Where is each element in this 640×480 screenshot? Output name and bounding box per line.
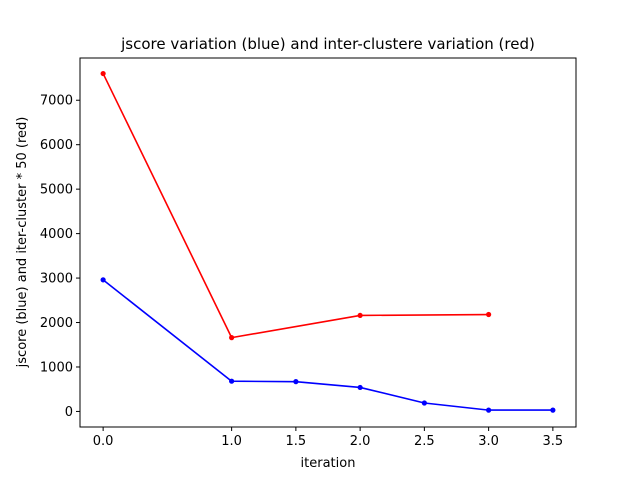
series-0-point-1 [229,378,235,384]
series-1-point-2 [357,312,363,319]
x-tick-label-6: 3.5 [543,434,564,449]
y-tick-label-6: 6000 [40,138,73,153]
y-tick-label-0: 0 [65,405,73,420]
series-0-point-4 [421,400,427,406]
y-tick-label-2: 2000 [40,316,73,331]
series-0-point-0 [100,277,106,283]
x-axis-label: iteration [301,456,356,471]
plot-area: 0.0 1.0 1.5 2.0 2.5 3.0 3.5 0 1000 2000 3000 4000 50… [40,57,577,449]
y-tick-label-7: 7000 [40,94,73,109]
y-tick-label-4: 4000 [40,227,73,242]
y-tick-label-3: 3000 [40,272,73,287]
x-tick-label-1: 1.0 [221,434,242,449]
y-tick-label-5: 5000 [40,183,73,198]
x-tick-label-2: 1.5 [286,434,307,449]
series-1-point-0 [100,70,106,77]
series-0-point-3 [357,384,363,391]
series-0-point-2 [293,379,299,385]
chart-title: jscore variation (blue) and inter-cluste… [120,35,535,53]
series-0-point-5 [486,407,492,413]
series-1-point-3 [486,311,492,318]
series-1-line [102,73,489,339]
y-axis-label: jscore (blue) and iter-cluster * 50 (red… [15,117,30,369]
series-0-point-6 [550,407,556,413]
x-tick-label-5: 3.0 [478,434,499,449]
x-tick-label-0: 0.0 [93,434,114,449]
series-1-point-1 [229,335,235,341]
y-tick-label-1: 1000 [40,360,73,375]
x-tick-label-4: 2.5 [414,434,435,449]
plot-frame [79,57,577,428]
x-tick-label-3: 2.0 [350,434,371,449]
